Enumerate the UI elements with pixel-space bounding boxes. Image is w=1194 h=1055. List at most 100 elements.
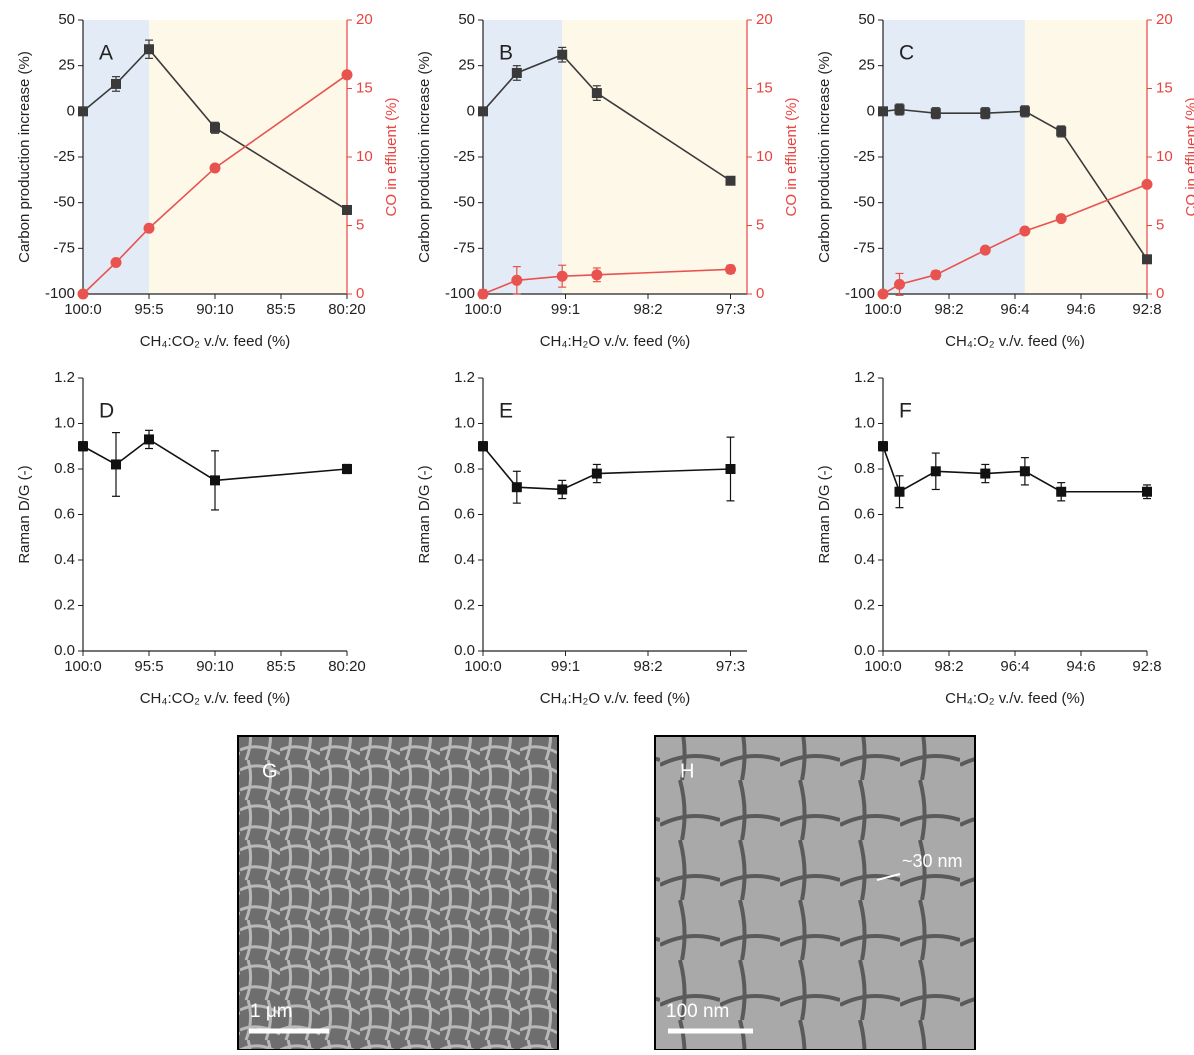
x-tick-label: 95:5 bbox=[134, 301, 163, 318]
marker bbox=[1142, 254, 1152, 265]
y-tick-label: 0.6 bbox=[454, 505, 475, 522]
x-tick-label: 96:4 bbox=[1000, 301, 1029, 318]
y-tick-label: 1.0 bbox=[454, 414, 475, 431]
marker bbox=[557, 484, 568, 495]
chart: 0.0 0.2 0.4 0.6 0.8 1.0 1.2 100:0 98:2 96:4 94:6 92… bbox=[816, 369, 1162, 707]
y-tick-label: 0.8 bbox=[454, 460, 475, 477]
panel-letter: E bbox=[499, 400, 513, 423]
marker bbox=[894, 486, 905, 497]
x-tick-label: 100:0 bbox=[64, 301, 102, 318]
y2-tick-label: 20 bbox=[356, 11, 373, 28]
x-tick-label: 90:10 bbox=[196, 301, 234, 318]
y-tick-label: 0 bbox=[867, 102, 875, 119]
marker bbox=[511, 67, 522, 78]
y-axis-label: Raman D/G (-) bbox=[816, 465, 833, 563]
x-tick-label: 92:8 bbox=[1132, 301, 1161, 318]
marker bbox=[78, 106, 88, 117]
width-arrow bbox=[876, 873, 901, 881]
y2-axis-label: CO in effluent (%) bbox=[1183, 98, 1194, 217]
marker bbox=[511, 274, 523, 286]
x-tick-label: 97:3 bbox=[716, 301, 745, 318]
image-h: H ~30 nm 100 nm bbox=[654, 735, 976, 1051]
y-tick-label: -50 bbox=[853, 194, 875, 211]
scale-label: 1 μm bbox=[250, 1001, 293, 1022]
x-axis-label: CH₄:H₂O v./v. feed (%) bbox=[540, 690, 691, 707]
x-tick-label: 98:2 bbox=[934, 658, 963, 675]
y-tick-label: 0.8 bbox=[854, 460, 875, 477]
marker bbox=[1055, 213, 1067, 225]
x-axis-label: CH₄:CO₂ v./v. feed (%) bbox=[140, 690, 291, 707]
y-tick-label: -50 bbox=[53, 194, 75, 211]
marker bbox=[210, 122, 220, 133]
marker bbox=[878, 106, 888, 117]
marker bbox=[591, 468, 602, 479]
chart: -100 -75 -50 -25 0 25 50 100:0 99:1 98:2 97:3 0 5 10 1… bbox=[416, 11, 800, 350]
marker bbox=[478, 106, 488, 117]
y-tick-label: -25 bbox=[53, 148, 75, 165]
y-tick-label: 0.4 bbox=[854, 551, 875, 568]
marker bbox=[557, 49, 568, 60]
shaded-region bbox=[483, 20, 563, 294]
marker bbox=[1056, 486, 1067, 497]
x-tick-label: 97:3 bbox=[716, 658, 745, 675]
marker bbox=[591, 88, 602, 99]
x-tick-label: 99:1 bbox=[551, 658, 580, 675]
marker bbox=[591, 269, 603, 281]
marker bbox=[979, 244, 991, 256]
y-tick-label: 1.0 bbox=[54, 414, 75, 431]
marker bbox=[725, 263, 736, 275]
y2-tick-label: 0 bbox=[356, 285, 364, 302]
y-tick-label: 0.6 bbox=[54, 505, 75, 522]
y-tick-label: 0.2 bbox=[854, 596, 875, 613]
marker bbox=[894, 104, 905, 115]
y-tick-label: 25 bbox=[458, 57, 475, 74]
marker bbox=[877, 288, 889, 300]
marker bbox=[78, 441, 88, 452]
y2-tick-label: 15 bbox=[356, 79, 373, 96]
y-tick-label: 1.2 bbox=[454, 369, 475, 386]
y2-tick-label: 5 bbox=[356, 216, 364, 233]
y-tick-label: 0 bbox=[467, 102, 475, 119]
x-tick-label: 85:5 bbox=[266, 301, 295, 318]
x-tick-label: 100:0 bbox=[464, 301, 502, 318]
y-tick-label: -75 bbox=[53, 239, 75, 256]
marker bbox=[143, 222, 155, 234]
marker bbox=[980, 468, 991, 479]
marker bbox=[342, 464, 352, 474]
y2-tick-label: 10 bbox=[356, 148, 373, 165]
x-tick-label: 98:2 bbox=[934, 301, 963, 318]
x-axis-label: CH₄:CO₂ v./v. feed (%) bbox=[140, 333, 291, 350]
y-tick-label: -50 bbox=[453, 194, 475, 211]
panel-letter: A bbox=[99, 42, 113, 65]
x-tick-label: 95:5 bbox=[134, 658, 163, 675]
y-tick-label: 50 bbox=[58, 11, 75, 28]
y2-tick-label: 15 bbox=[756, 79, 773, 96]
y-axis-label: Raman D/G (-) bbox=[16, 465, 33, 563]
y-tick-label: 50 bbox=[858, 11, 875, 28]
marker bbox=[111, 78, 121, 89]
marker bbox=[1019, 466, 1030, 477]
x-tick-label: 80:20 bbox=[328, 658, 366, 675]
marker bbox=[930, 466, 941, 477]
marker bbox=[930, 108, 941, 119]
panel-letter: F bbox=[899, 400, 912, 423]
y2-tick-label: 20 bbox=[756, 11, 773, 28]
marker bbox=[1141, 178, 1153, 190]
x-tick-label: 92:8 bbox=[1132, 658, 1161, 675]
panel-letter: C bbox=[899, 42, 914, 65]
x-tick-label: 96:4 bbox=[1000, 658, 1029, 675]
marker bbox=[210, 475, 220, 486]
sem-image bbox=[237, 735, 559, 1051]
panel-letter: H bbox=[680, 760, 694, 782]
marker bbox=[342, 204, 352, 215]
y-tick-label: 0.0 bbox=[854, 642, 875, 659]
y-tick-label: 25 bbox=[58, 57, 75, 74]
x-tick-label: 99:1 bbox=[551, 301, 580, 318]
y-tick-label: -100 bbox=[45, 285, 75, 302]
y2-tick-label: 20 bbox=[1156, 11, 1173, 28]
y2-tick-label: 15 bbox=[1156, 79, 1173, 96]
y-axis-label: Raman D/G (-) bbox=[416, 465, 433, 563]
y2-tick-label: 5 bbox=[1156, 216, 1164, 233]
y-tick-label: 1.0 bbox=[854, 414, 875, 431]
marker bbox=[725, 175, 736, 186]
